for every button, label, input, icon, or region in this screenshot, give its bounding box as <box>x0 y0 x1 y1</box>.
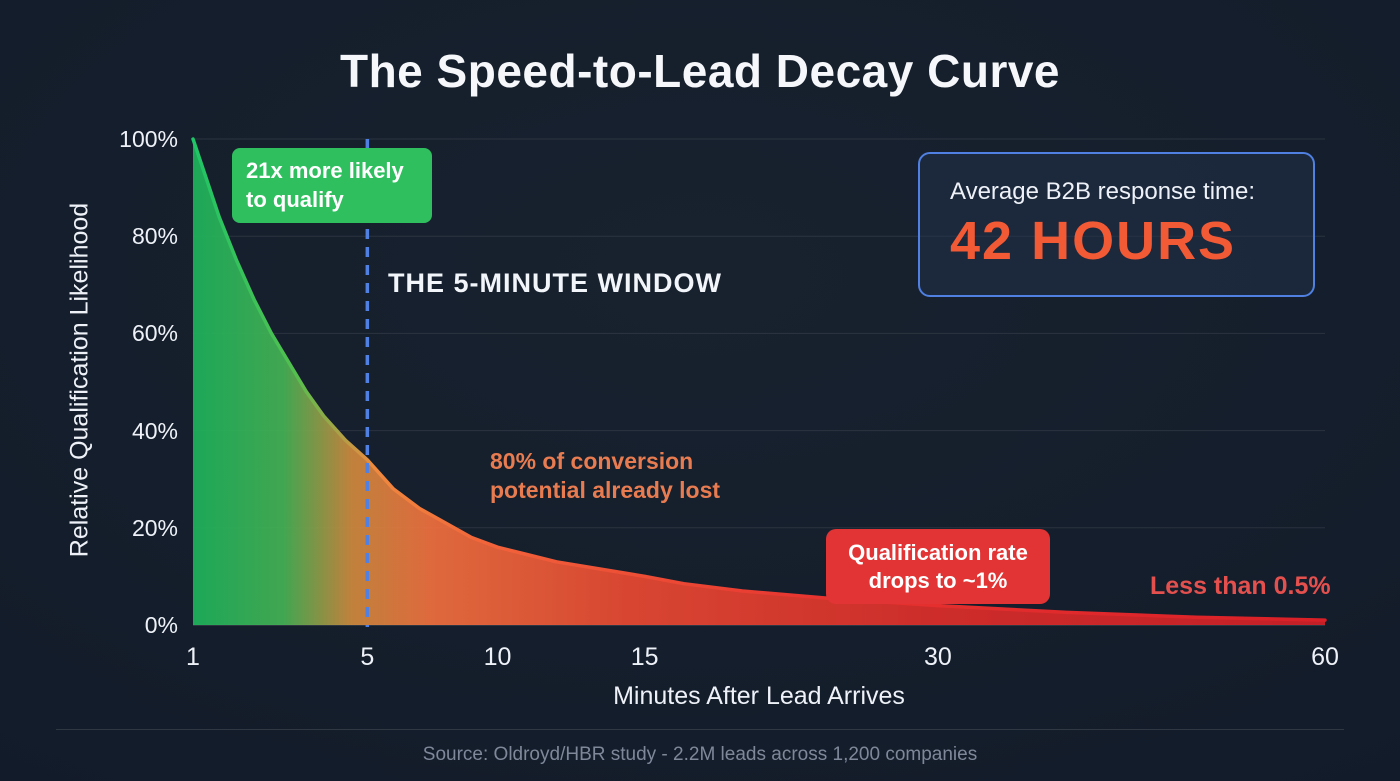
x-tick-label: 15 <box>630 643 659 671</box>
y-axis-label: Relative Qualification Likelihood <box>65 202 94 558</box>
decay-area <box>193 139 1325 625</box>
badge-qualification-rate-drop: Qualification rate drops to ~1% <box>826 529 1050 604</box>
source-text: Source: Oldroyd/HBR study - 2.2M leads a… <box>422 744 978 765</box>
less-than-half-percent-note: Less than 0.5% <box>1150 572 1331 600</box>
footer-divider <box>56 729 1344 730</box>
callout-value: 42 HOURS <box>950 211 1237 271</box>
x-axis-label: Minutes After Lead Arrives <box>613 682 905 710</box>
x-tick-label: 5 <box>360 643 375 671</box>
x-tick-label: 30 <box>923 643 952 671</box>
x-tick-label: 1 <box>186 643 200 671</box>
response-time-callout: Average B2B response time: 42 HOURS <box>918 152 1315 297</box>
x-tick-label: 10 <box>483 643 512 671</box>
y-tick-label: 0% <box>144 612 178 638</box>
y-tick-label: 20% <box>131 514 178 541</box>
y-tick-label: 40% <box>131 417 178 444</box>
conversion-potential-lost-note: 80% of conversion potential already lost <box>490 448 721 503</box>
y-tick-label: 60% <box>131 320 178 347</box>
five-minute-window-label: THE 5-MINUTE WINDOW <box>388 268 722 298</box>
badge-21x-more-likely: 21x more likely to qualify <box>232 148 432 224</box>
y-tick-label: 100% <box>119 126 178 152</box>
decay-line <box>191 137 1327 622</box>
callout-label: Average B2B response time: <box>950 178 1256 205</box>
chart-layers <box>191 137 1327 627</box>
y-tick-label: 80% <box>131 223 178 250</box>
x-tick-label: 60 <box>1311 643 1339 671</box>
chart-title: The Speed-to-Lead Decay Curve <box>339 45 1061 97</box>
